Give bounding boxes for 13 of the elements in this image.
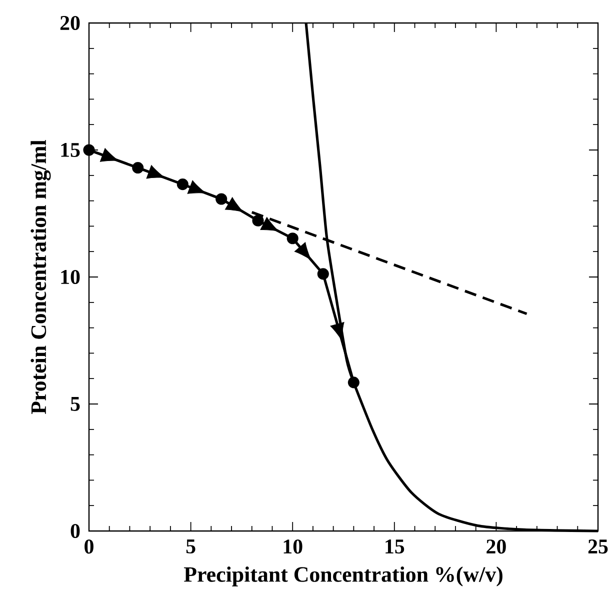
x-tick-label: 0 bbox=[84, 540, 94, 554]
y-axis-title: Protein Concentration mg/ml bbox=[30, 140, 51, 414]
x-axis-title: Precipitant Concentration %(w/v) bbox=[184, 566, 502, 586]
x-tick-label: 20 bbox=[486, 540, 506, 554]
y-tick-label: 5 bbox=[70, 397, 80, 411]
y-tick-label: 10 bbox=[61, 270, 80, 284]
y-tick-label: 20 bbox=[60, 16, 80, 30]
x-tick-label: 25 bbox=[588, 540, 608, 554]
y-tick-label: 0 bbox=[70, 524, 80, 538]
y-tick-label: 15 bbox=[61, 142, 80, 158]
x-tick-label: 5 bbox=[186, 540, 196, 554]
x-tick-label: 10 bbox=[284, 540, 302, 554]
x-tick-label: 15 bbox=[386, 540, 404, 554]
